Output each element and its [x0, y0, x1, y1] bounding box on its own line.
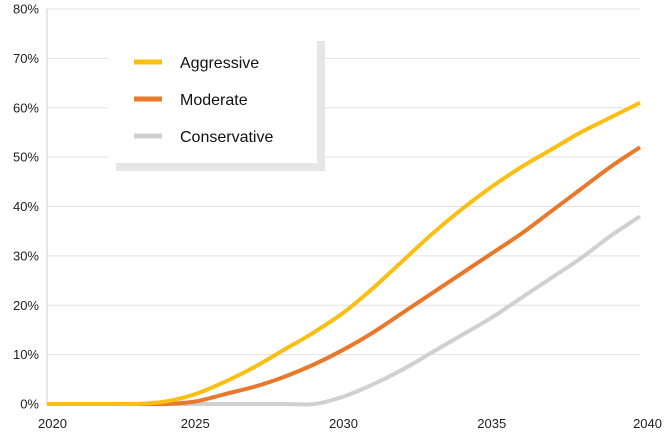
x-tick-label: 2035	[477, 416, 506, 431]
y-tick-label: 50%	[13, 150, 39, 165]
series-line-aggressive	[46, 101, 641, 407]
x-tick-label: 2020	[38, 416, 67, 431]
y-tick-label: 0%	[20, 397, 39, 412]
y-tick-label: 60%	[13, 100, 39, 115]
series-lines	[46, 101, 642, 407]
y-axis-ticks: 0% 10% 20% 30% 40% 50% 60% 70% 80%	[13, 2, 39, 412]
legend-items: Aggressive Moderate Conservative	[134, 55, 273, 146]
legend-label-conservative: Conservative	[180, 129, 273, 146]
y-tick-label: 20%	[13, 298, 39, 313]
legend-label-aggressive: Aggressive	[180, 55, 259, 72]
legend: Aggressive Moderate Conservative	[108, 33, 325, 171]
x-tick-label: 2030	[329, 416, 358, 431]
x-tick-label: 2040	[633, 416, 662, 431]
y-tick-label: 40%	[13, 199, 39, 214]
x-tick-label: 2025	[181, 416, 210, 431]
y-tick-label: 80%	[13, 2, 39, 17]
x-axis-ticks: 2020 2025 2030 2035 2040	[38, 416, 662, 431]
legend-label-moderate: Moderate	[180, 92, 248, 109]
y-tick-label: 10%	[13, 347, 39, 362]
y-tick-label: 30%	[13, 248, 39, 263]
y-tick-label: 70%	[13, 51, 39, 66]
